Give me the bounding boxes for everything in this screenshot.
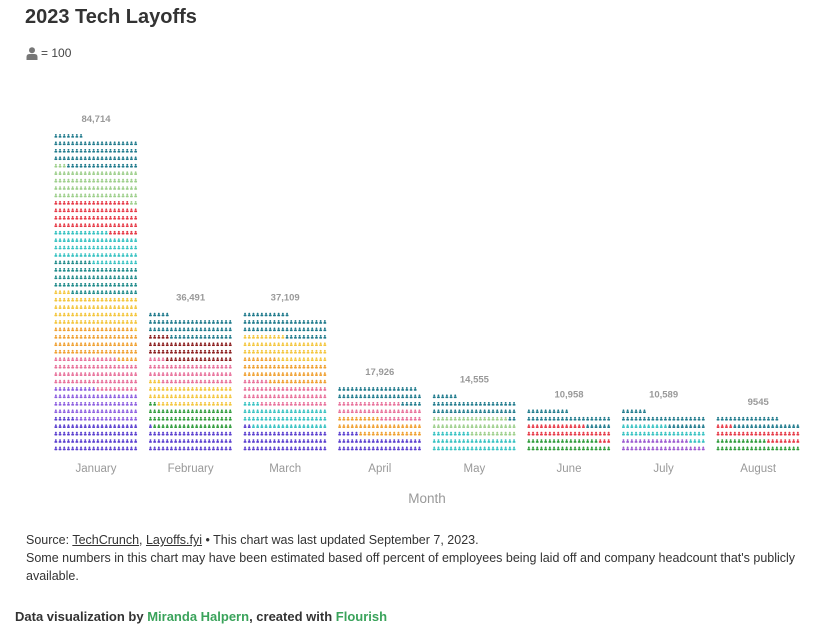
tick-label-june: June <box>557 463 582 475</box>
bar-march[interactable] <box>243 312 327 451</box>
tick-label-february: February <box>168 463 214 475</box>
source-note: Source: TechCrunch, Layoffs.fyi • This c… <box>26 531 796 585</box>
tick-label-august: August <box>740 463 777 475</box>
techcrunch-link[interactable]: TechCrunch <box>72 533 140 547</box>
source-separator: , <box>139 533 146 547</box>
estimate-note: Some numbers in this chart may have been… <box>26 551 796 583</box>
bar-july[interactable] <box>622 409 705 451</box>
value-label-march: 37,109 <box>271 293 300 304</box>
person-icon <box>26 46 38 60</box>
value-label-january: 84,714 <box>81 114 111 125</box>
credit-middle: , created with <box>249 609 336 624</box>
bar-august[interactable] <box>716 416 800 451</box>
legend: = 100 <box>26 46 71 60</box>
bar-april[interactable] <box>338 387 421 451</box>
value-label-april: 17,926 <box>365 367 394 378</box>
value-label-may: 14,555 <box>460 374 490 385</box>
value-label-february: 36,491 <box>176 293 206 304</box>
waffle-chart: 84,714 January 36,491 February 37,109 March 17… <box>54 114 800 506</box>
tick-label-may: May <box>464 463 486 475</box>
flourish-link[interactable]: Flourish <box>335 609 388 624</box>
bar-may[interactable] <box>432 394 516 451</box>
legend-label: = 100 <box>41 46 72 60</box>
chart-title: 2023 Tech Layoffs <box>25 6 197 28</box>
value-label-august: 9545 <box>748 397 770 408</box>
source-updated-text: • This chart was last updated September … <box>202 533 479 547</box>
source-prefix: Source: <box>26 533 73 547</box>
credit-prefix: Data visualization by <box>15 609 148 624</box>
layoffs-fyi-link[interactable]: Layoffs.fyi <box>145 533 203 547</box>
credit-line: Data visualization by Miranda Halpern, c… <box>15 609 387 624</box>
bar-january[interactable] <box>54 134 138 451</box>
tick-label-april: April <box>368 463 391 475</box>
bar-june[interactable] <box>527 409 611 451</box>
value-label-july: 10,589 <box>649 389 678 400</box>
tick-label-january: January <box>76 463 117 475</box>
author-link[interactable]: Miranda Halpern <box>147 609 250 624</box>
bar-february[interactable] <box>149 312 232 451</box>
tick-label-july: July <box>653 463 674 475</box>
value-label-june: 10,958 <box>554 389 583 400</box>
x-axis-label: Month <box>408 491 446 506</box>
tick-label-march: March <box>269 463 301 475</box>
